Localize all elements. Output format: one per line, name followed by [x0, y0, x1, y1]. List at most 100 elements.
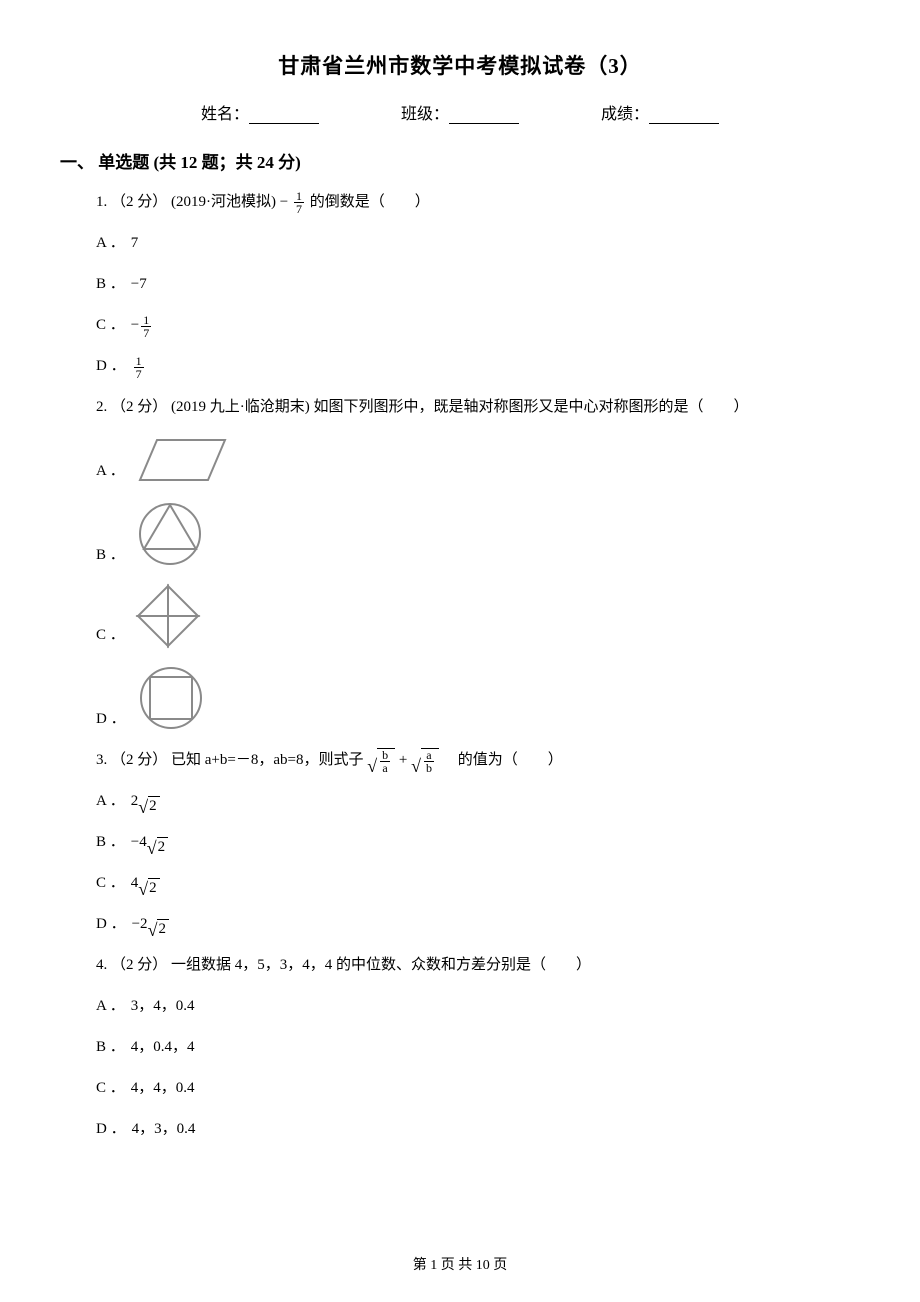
q1-option-b: B ． −7	[96, 271, 860, 298]
q4-option-d: D ． 4，3，0.4	[96, 1116, 860, 1143]
section-heading: 一、 单选题 (共 12 题；共 24 分)	[60, 148, 860, 173]
score-field: 成绩：	[601, 100, 719, 124]
q3-option-c: C ． 4 √ 2	[96, 870, 860, 897]
score-underline	[649, 108, 719, 124]
q1-optD-label: D ．	[96, 353, 126, 380]
meta-row: 姓名： 班级： 成绩：	[60, 100, 860, 124]
q1-optC-label: C ．	[96, 312, 125, 339]
q4-optD-label: D ．	[96, 1116, 126, 1143]
q2-optB-label: B ．	[96, 542, 125, 569]
q2-optD-label: D ．	[96, 706, 126, 733]
q1-optA-val: 7	[131, 230, 139, 257]
q1-optC-den: 7	[141, 327, 151, 339]
q3-sqrt1-den: a	[380, 762, 390, 774]
q3-sqrt2: √ a b	[411, 748, 439, 774]
sqrt-sign-icon: √	[411, 757, 421, 775]
q4-stem: 4. （2 分） 一组数据 4，5，3，4，4 的中位数、众数和方差分别是（ ）	[96, 952, 860, 979]
q2-option-a: A ．	[96, 435, 860, 485]
q1-fraction: 1 7	[294, 190, 304, 215]
name-underline	[249, 108, 319, 124]
circle-triangle-icon	[135, 499, 205, 569]
circle-square-icon	[136, 663, 206, 733]
q4-optD-val: 4，3，0.4	[132, 1116, 196, 1143]
q3-optA-label: A ．	[96, 788, 125, 815]
q3-sqrt1-body: b a	[377, 748, 395, 774]
q3-optB-rad: 2	[157, 837, 169, 856]
class-label: 班级：	[401, 106, 449, 123]
q4-option-c: C ． 4，4，0.4	[96, 1075, 860, 1102]
q4-optB-val: 4，0.4，4	[131, 1034, 195, 1061]
q1-option-c: C ． − 1 7	[96, 312, 860, 339]
q2-option-d: D ．	[96, 663, 860, 733]
q3-option-d: D ． −2 √ 2	[96, 911, 860, 938]
q3-optA-coef: 2	[131, 788, 139, 815]
sqrt-sign-icon: √	[138, 880, 148, 898]
q3-suffix: 的值为（ ）	[443, 752, 563, 768]
q3-optC-coef: 4	[131, 870, 139, 897]
q1-optB-label: B ．	[96, 271, 125, 298]
q2-option-b: B ．	[96, 499, 860, 569]
q1-optC-prefix: −	[131, 312, 139, 339]
q3-option-a: A ． 2 √ 2	[96, 788, 860, 815]
q3-optD-sqrt: √ 2	[148, 919, 169, 938]
q4-optC-val: 4，4，0.4	[131, 1075, 195, 1102]
q3-optB-label: B ．	[96, 829, 125, 856]
q2-optA-label: A ．	[96, 458, 125, 485]
q1-stem: 1. （2 分） (2019·河池模拟) − 1 7 的倒数是（ ）	[96, 189, 860, 216]
q1-optD-den: 7	[134, 368, 144, 380]
sqrt-sign-icon: √	[367, 757, 377, 775]
exam-title: 甘肃省兰州市数学中考模拟试卷（3）	[60, 50, 860, 80]
q3-optB-sqrt: √ 2	[147, 837, 168, 856]
q1-suffix: 的倒数是（ ）	[310, 194, 430, 210]
q3-optC-sqrt: √ 2	[138, 878, 159, 897]
q4-optA-val: 3，4，0.4	[131, 993, 195, 1020]
name-field: 姓名：	[201, 100, 319, 124]
q3-sqrt1-frac: b a	[380, 749, 390, 774]
q3-optA-rad: 2	[148, 796, 160, 815]
q3-sqrt2-num: a	[424, 749, 434, 762]
class-field: 班级：	[401, 100, 519, 124]
q3-prefix: 3. （2 分） 已知 a+b=－8，ab=8，则式子	[96, 752, 363, 768]
q1-optD-fraction: 1 7	[134, 355, 144, 380]
q3-optB-coef: −4	[131, 829, 147, 856]
q2-option-c: C ．	[96, 583, 860, 649]
pinwheel-icon	[135, 583, 201, 649]
q1-prefix: 1. （2 分） (2019·河池模拟) −	[96, 194, 292, 210]
q3-stem: 3. （2 分） 已知 a+b=－8，ab=8，则式子 √ b a + √ a …	[96, 747, 860, 774]
q3-optD-coef: −2	[132, 911, 148, 938]
q4-option-a: A ． 3，4，0.4	[96, 993, 860, 1020]
q3-optC-rad: 2	[148, 878, 160, 897]
parallelogram-icon	[135, 435, 230, 485]
q4-optC-label: C ．	[96, 1075, 125, 1102]
q3-plus: +	[399, 752, 411, 768]
q4-optB-label: B ．	[96, 1034, 125, 1061]
page-footer: 第 1 页 共 10 页	[0, 1254, 920, 1274]
name-label: 姓名：	[201, 106, 249, 123]
q1-optC-fraction: 1 7	[141, 314, 151, 339]
q1-optB-val: −7	[131, 271, 147, 298]
q3-sqrt1: √ b a	[367, 748, 395, 774]
sqrt-sign-icon: √	[138, 798, 148, 816]
score-label: 成绩：	[601, 106, 649, 123]
q3-sqrt2-den: b	[424, 762, 434, 774]
q3-optC-label: C ．	[96, 870, 125, 897]
q3-optD-label: D ．	[96, 911, 126, 938]
q1-optA-label: A ．	[96, 230, 125, 257]
q1-option-d: D ． 1 7	[96, 353, 860, 380]
q2-optC-label: C ．	[96, 622, 125, 649]
q3-sqrt1-num: b	[380, 749, 390, 762]
q3-sqrt2-frac: a b	[424, 749, 434, 774]
q3-optD-rad: 2	[157, 919, 169, 938]
q3-sqrt2-body: a b	[421, 748, 439, 774]
q3-option-b: B ． −4 √ 2	[96, 829, 860, 856]
sqrt-sign-icon: √	[148, 921, 158, 939]
q2-stem: 2. （2 分） (2019 九上·临沧期末) 如图下列图形中，既是轴对称图形又…	[96, 394, 860, 421]
class-underline	[449, 108, 519, 124]
exam-page: 甘肃省兰州市数学中考模拟试卷（3） 姓名： 班级： 成绩： 一、 单选题 (共 …	[0, 0, 920, 1302]
q3-optA-sqrt: √ 2	[138, 796, 159, 815]
q1-frac-den: 7	[294, 203, 304, 215]
sqrt-sign-icon: √	[147, 839, 157, 857]
q4-optA-label: A ．	[96, 993, 125, 1020]
q4-option-b: B ． 4，0.4，4	[96, 1034, 860, 1061]
q1-option-a: A ． 7	[96, 230, 860, 257]
